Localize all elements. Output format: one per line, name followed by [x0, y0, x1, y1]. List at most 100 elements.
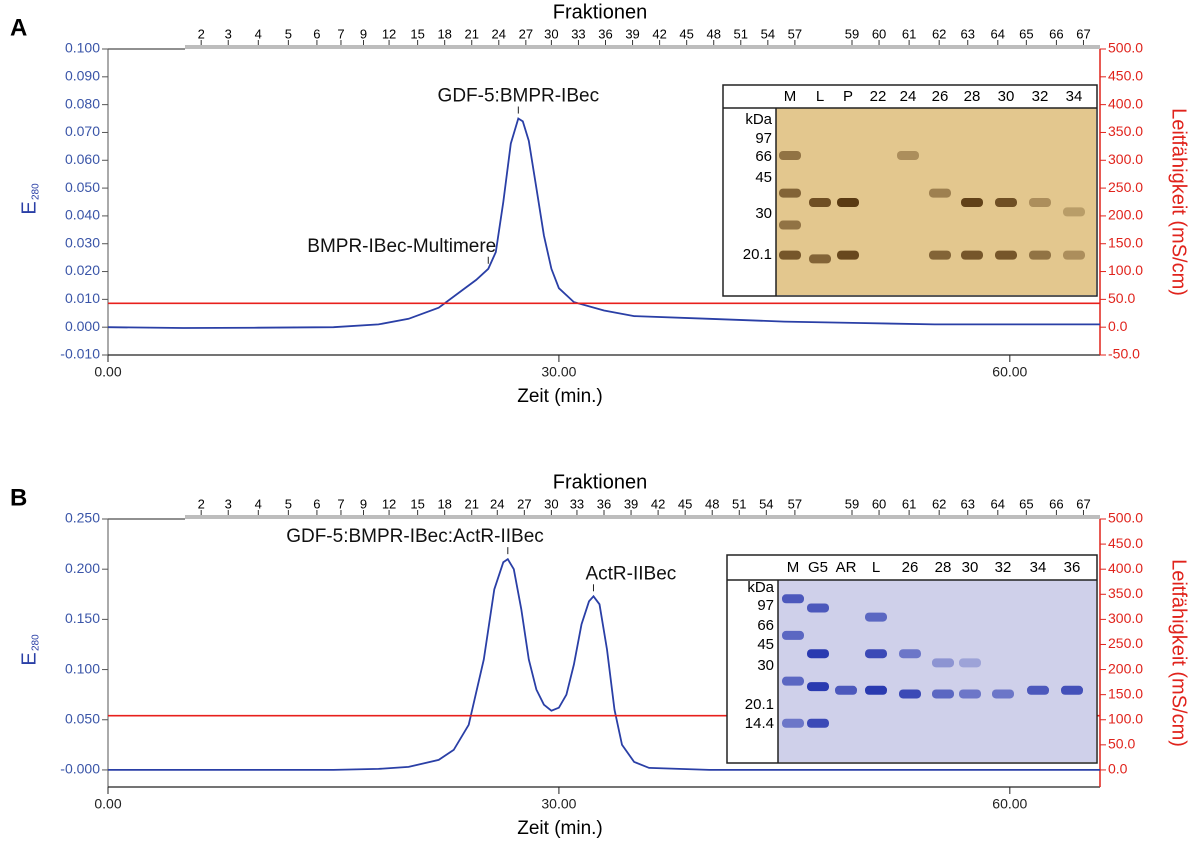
- y-tick-label: 0.010: [65, 290, 100, 306]
- marker-label: 45: [755, 169, 772, 186]
- y-tick-label: 0.070: [65, 123, 100, 139]
- fraction-label: 64: [991, 496, 1005, 511]
- panel-label: A: [10, 14, 27, 41]
- annotation: GDF-5:BMPR-IBec: [438, 86, 600, 107]
- y-tick-label: 0.020: [65, 262, 100, 278]
- fraction-label: 60: [872, 496, 886, 511]
- lane-label: 34: [1066, 88, 1083, 105]
- y2-tick-label: 200.0: [1108, 207, 1143, 223]
- fraction-bar: [185, 45, 1100, 49]
- fraction-label: 15: [410, 26, 424, 41]
- lane-label: 26: [932, 88, 949, 105]
- y-tick-label: 0.250: [65, 510, 100, 526]
- y2-tick-label: 50.0: [1108, 736, 1135, 752]
- annotation: GDF-5:BMPR-IBec:ActR-IIBec: [286, 526, 544, 547]
- gel-band: [899, 649, 921, 659]
- y2-tick-label: 250.0: [1108, 179, 1143, 195]
- fraction-label: 3: [225, 26, 232, 41]
- lane-label: 32: [995, 559, 1012, 576]
- gel-band: [837, 250, 859, 260]
- y-tick-label: 0.030: [65, 234, 100, 250]
- fraction-label: 65: [1019, 496, 1033, 511]
- fraction-label: 67: [1076, 496, 1090, 511]
- marker-label: 97: [757, 597, 774, 614]
- gel-band: [865, 612, 887, 622]
- marker-label: 20.1: [743, 246, 772, 263]
- gel-band: [835, 685, 857, 695]
- y2-tick-label: 450.0: [1108, 68, 1143, 84]
- marker-label: 20.1: [745, 696, 774, 713]
- y-tick-label: 0.060: [65, 151, 100, 167]
- fraction-label: 4: [255, 26, 262, 41]
- fraction-label: 5: [285, 496, 292, 511]
- fraction-label: 48: [706, 26, 720, 41]
- marker-label: 14.4: [745, 715, 774, 732]
- fraction-label: 21: [464, 26, 478, 41]
- y-tick-label: 0.040: [65, 207, 100, 223]
- gel-band: [807, 603, 829, 613]
- marker-label: kDa: [745, 111, 772, 128]
- fraction-label: 12: [382, 26, 396, 41]
- y2-tick-label: 350.0: [1108, 123, 1143, 139]
- top-axis-title: Fraktionen: [553, 1, 648, 23]
- gel-band: [992, 689, 1014, 699]
- y2-tick-label: 0.0: [1108, 761, 1128, 777]
- x-tick-label: 30.00: [541, 364, 576, 380]
- gel-band: [959, 658, 981, 668]
- fraction-label: 27: [519, 26, 533, 41]
- fraction-label: 64: [991, 26, 1005, 41]
- gel-band: [782, 676, 804, 686]
- y2-tick-label: 300.0: [1108, 610, 1143, 626]
- absorbance-line: [107, 117, 1100, 329]
- fraction-label: 36: [597, 496, 611, 511]
- gel-band: [779, 220, 801, 230]
- gel-band: [1063, 250, 1085, 260]
- fraction-label: 24: [490, 496, 504, 511]
- lane-label: 22: [870, 88, 887, 105]
- y2-tick-label: 450.0: [1108, 535, 1143, 551]
- fraction-label: 18: [437, 26, 451, 41]
- marker-label: 66: [757, 617, 774, 634]
- fraction-label: 63: [960, 496, 974, 511]
- fraction-label: 33: [570, 496, 584, 511]
- fraction-bar: [185, 515, 1100, 519]
- gel-band: [1029, 198, 1051, 207]
- y2-tick-label: 350.0: [1108, 585, 1143, 601]
- y2-tick-label: 500.0: [1108, 510, 1143, 526]
- fraction-label: 9: [360, 26, 367, 41]
- lane-label: AR: [836, 559, 857, 576]
- y-tick-label: 0.090: [65, 68, 100, 84]
- gel-band: [959, 689, 981, 699]
- x-tick-label: 60.00: [992, 364, 1027, 380]
- gel-band: [809, 198, 831, 207]
- fraction-label: 7: [337, 26, 344, 41]
- fraction-label: 60: [872, 26, 886, 41]
- fraction-label: 57: [788, 496, 802, 511]
- fraction-label: 4: [255, 496, 262, 511]
- lane-label: M: [784, 88, 797, 105]
- y2-axis-title: Leitfähigkeit (mS/cm): [1168, 108, 1190, 296]
- gel-band: [961, 250, 983, 260]
- gel-band: [865, 649, 887, 659]
- fraction-label: 59: [845, 26, 859, 41]
- fraction-label: 42: [651, 496, 665, 511]
- y2-tick-label: 250.0: [1108, 635, 1143, 651]
- y-tick-label: 0.100: [65, 40, 100, 56]
- fraction-label: 9: [360, 496, 367, 511]
- fraction-label: 57: [788, 26, 802, 41]
- gel-band: [1027, 685, 1049, 695]
- fraction-label: 66: [1049, 496, 1063, 511]
- y2-tick-label: 200.0: [1108, 660, 1143, 676]
- fraction-label: 27: [517, 496, 531, 511]
- y2-axis-title: Leitfähigkeit (mS/cm): [1168, 559, 1190, 747]
- fraction-label: 15: [410, 496, 424, 511]
- x-tick-label: 0.00: [94, 364, 121, 380]
- y-tick-label: 0.100: [65, 660, 100, 676]
- x-axis-title: Zeit (min.): [517, 818, 603, 839]
- fraction-label: 3: [225, 496, 232, 511]
- marker-label: 30: [755, 205, 772, 222]
- gel-band: [809, 254, 831, 264]
